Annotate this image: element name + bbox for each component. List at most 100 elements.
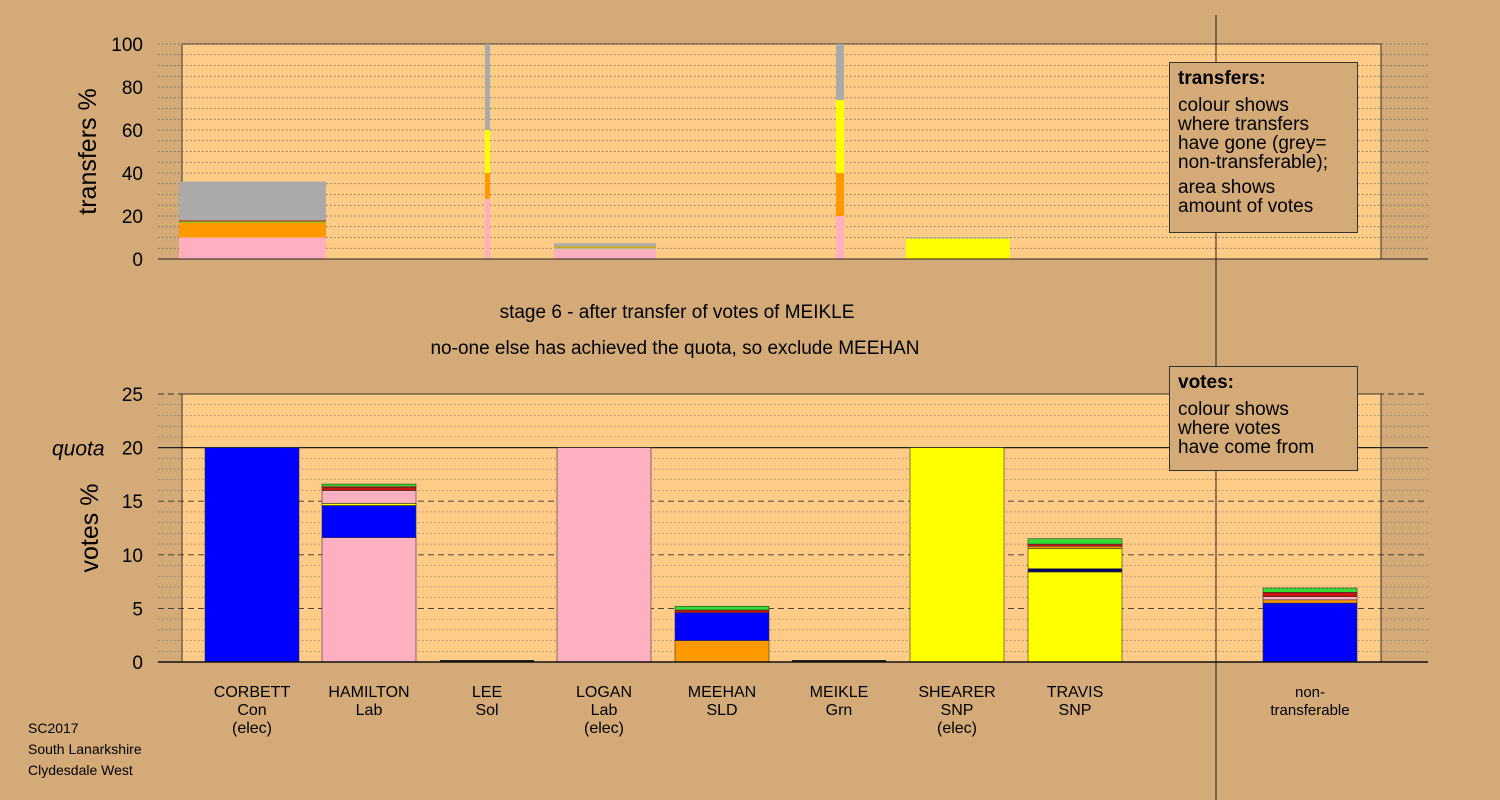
transfers-tick-label: 100 bbox=[111, 35, 143, 56]
vote-segment-travis bbox=[1027, 548, 1123, 570]
votes-tick-label: 10 bbox=[122, 546, 143, 567]
footer-info: SC2017 South Lanarkshire Clydesdale West bbox=[28, 718, 142, 781]
transfer-segment-logan bbox=[554, 247, 656, 249]
transfers-tick-label: 20 bbox=[122, 207, 143, 228]
vote-segment-travis bbox=[1027, 571, 1123, 663]
transfer-segment-logan bbox=[554, 248, 656, 259]
transfer-segment-corbett bbox=[179, 222, 326, 238]
vote-segment-travis bbox=[1027, 545, 1123, 549]
legend-votes-paragraph: colour shows where votes have come from bbox=[1178, 400, 1349, 457]
vote-segment-travis bbox=[1027, 543, 1123, 547]
votes-tick-label: 20 bbox=[122, 439, 143, 460]
legend-transfers-line: amount of votes bbox=[1178, 196, 1314, 217]
legend-transfers-line: colour shows bbox=[1178, 95, 1289, 116]
candidate-label: (elec) bbox=[232, 720, 272, 737]
candidate-label: LEE bbox=[472, 684, 502, 701]
candidate-label: CORBETT bbox=[214, 684, 291, 701]
candidate-label: MEIKLE bbox=[810, 684, 869, 701]
transfer-segment-lee bbox=[485, 130, 490, 173]
vote-segment-travis bbox=[1027, 538, 1123, 545]
candidate-label: transferable bbox=[1270, 702, 1349, 719]
footer-line-council: South Lanarkshire bbox=[28, 741, 142, 757]
candidate-label: non- bbox=[1295, 684, 1325, 701]
vote-segment-meehan bbox=[674, 609, 770, 613]
legend-votes-line: where votes bbox=[1178, 418, 1281, 439]
votes-tick-label: 0 bbox=[132, 653, 143, 674]
vote-segment-non-transferable bbox=[1262, 587, 1358, 593]
candidate-label: SNP bbox=[1059, 702, 1092, 719]
transfers-tick-label: 40 bbox=[122, 164, 143, 185]
transfer-segment-shearer bbox=[906, 238, 1010, 259]
vote-segment-hamilton bbox=[321, 505, 417, 538]
candidate-label: SNP bbox=[941, 702, 974, 719]
vote-segment-non-transferable bbox=[1262, 599, 1358, 604]
candidate-label: Con bbox=[237, 702, 266, 719]
legend-transfers-line: area shows bbox=[1178, 177, 1276, 198]
vote-segment-travis bbox=[1027, 568, 1123, 573]
transfer-segment-corbett bbox=[179, 237, 326, 259]
candidate-label: Grn bbox=[826, 702, 853, 719]
transfer-segment-meikle bbox=[836, 99, 844, 173]
candidate-label: HAMILTON bbox=[328, 684, 409, 701]
vote-segment-hamilton bbox=[321, 486, 417, 491]
vote-segment-hamilton bbox=[321, 503, 417, 506]
vote-segment-corbett bbox=[204, 447, 300, 663]
vote-segment-non-transferable bbox=[1262, 596, 1358, 601]
votes-axis-label: votes % bbox=[76, 484, 104, 573]
candidate-label: Lab bbox=[356, 702, 383, 719]
transfer-segment-meikle bbox=[836, 216, 844, 259]
candidate-label: LOGAN bbox=[576, 684, 632, 701]
vote-segment-meehan bbox=[674, 640, 770, 663]
candidate-label: TRAVIS bbox=[1047, 684, 1104, 701]
vote-segment-hamilton bbox=[321, 483, 417, 487]
candidate-label: SLD bbox=[706, 702, 737, 719]
transfer-segment-corbett bbox=[179, 220, 326, 222]
vote-segment-hamilton bbox=[321, 490, 417, 504]
votes-tick-label: 25 bbox=[122, 385, 143, 406]
transfers-legend-title: transfers: bbox=[1178, 68, 1266, 89]
legend-votes-line: colour shows bbox=[1178, 399, 1289, 420]
transfers-tick-label: 0 bbox=[132, 250, 143, 271]
transfer-segment-logan bbox=[554, 243, 656, 247]
candidate-label: Sol bbox=[475, 702, 498, 719]
transfers-axis-label: transfers % bbox=[74, 88, 102, 214]
transfer-segment-meikle bbox=[836, 173, 844, 216]
transfer-segment-logan bbox=[554, 246, 656, 248]
transfer-segment-lee bbox=[485, 44, 490, 130]
legend-transfers-paragraph: area shows amount of votes bbox=[1178, 178, 1349, 216]
footer-line-ward: Clydesdale West bbox=[28, 762, 133, 778]
transfers-tick-label: 80 bbox=[122, 78, 143, 99]
candidate-label: MEEHAN bbox=[688, 684, 756, 701]
vote-segment-meehan bbox=[674, 612, 770, 641]
transfer-segment-lee bbox=[485, 173, 490, 199]
legend-votes-line: have come from bbox=[1178, 437, 1315, 458]
legend-transfers-line: have gone (grey= bbox=[1178, 133, 1327, 154]
transfer-segment-shearer bbox=[906, 237, 1010, 239]
transfers-legend: transfers: colour shows where transfers ha… bbox=[1169, 62, 1358, 233]
votes-tick-label: 5 bbox=[132, 599, 143, 620]
candidate-label: (elec) bbox=[937, 720, 977, 737]
candidate-label: SHEARER bbox=[918, 684, 995, 701]
votes-legend-title: votes: bbox=[1178, 372, 1234, 393]
candidate-label: (elec) bbox=[584, 720, 624, 737]
transfer-segment-corbett bbox=[179, 181, 326, 221]
transfer-segment-corbett bbox=[179, 221, 326, 223]
quota-label: quota bbox=[52, 438, 105, 461]
votes-legend: votes: colour shows where votes have come … bbox=[1169, 366, 1358, 471]
vote-segment-non-transferable bbox=[1262, 592, 1358, 597]
vote-segment-shearer bbox=[909, 447, 1005, 663]
vote-segment-logan bbox=[556, 447, 652, 663]
vote-segment-hamilton bbox=[321, 537, 417, 663]
stage-title: stage 6 - after transfer of votes of MEI… bbox=[500, 302, 855, 323]
candidate-label: Lab bbox=[591, 702, 618, 719]
legend-transfers-paragraph: colour shows where transfers have gone (gr… bbox=[1178, 96, 1349, 172]
transfers-tick-label: 60 bbox=[122, 121, 143, 142]
legend-transfers-line: where transfers bbox=[1178, 114, 1309, 135]
vote-segment-non-transferable bbox=[1262, 602, 1358, 663]
stage-subtitle: no-one else has achieved the quota, so e… bbox=[430, 338, 919, 359]
footer-line-election: SC2017 bbox=[28, 720, 79, 736]
votes-tick-label: 15 bbox=[122, 492, 143, 513]
transfer-segment-meikle bbox=[836, 44, 844, 100]
vote-segment-meehan bbox=[674, 605, 770, 611]
legend-transfers-line: non-transferable); bbox=[1178, 152, 1328, 173]
